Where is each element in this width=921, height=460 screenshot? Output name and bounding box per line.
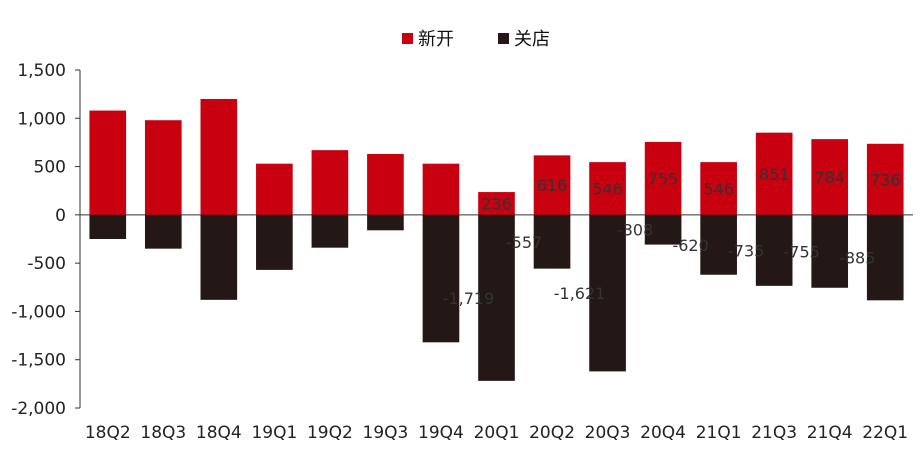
bar-new-open bbox=[700, 162, 737, 215]
x-tick-label: 19Q3 bbox=[363, 423, 409, 443]
y-tick-label: -1,500 bbox=[11, 351, 66, 371]
data-label-new-open: 236 bbox=[481, 194, 512, 213]
x-tick-label: 20Q4 bbox=[640, 423, 686, 443]
bar-closed bbox=[589, 214, 626, 372]
bar-new-open bbox=[89, 110, 127, 215]
legend-swatch-closed bbox=[498, 33, 509, 44]
legend-label-closed: 关店 bbox=[514, 29, 550, 50]
y-tick-label: 1,000 bbox=[17, 109, 66, 129]
chart-legend: 新开 关店 bbox=[402, 29, 550, 50]
bar-new-open bbox=[256, 163, 293, 215]
bar-new-open bbox=[811, 139, 849, 215]
y-tick-label: 0 bbox=[55, 206, 66, 226]
data-label-closed: -1,719 bbox=[443, 289, 495, 308]
bar-new-open bbox=[589, 162, 626, 215]
data-label-closed: -308 bbox=[617, 221, 653, 240]
x-tick-label: 20Q2 bbox=[529, 423, 575, 443]
bar-closed bbox=[89, 214, 127, 239]
data-label-new-open: 736 bbox=[870, 170, 901, 189]
bar-closed bbox=[644, 214, 682, 245]
y-tick-label: 1,500 bbox=[17, 61, 66, 81]
bar-closed bbox=[311, 214, 349, 248]
data-label-new-open: 546 bbox=[592, 179, 623, 198]
data-label-closed: -1,621 bbox=[554, 284, 606, 303]
bar-closed bbox=[533, 214, 571, 269]
bar-closed bbox=[866, 214, 904, 301]
x-tick-label: 18Q3 bbox=[140, 423, 186, 443]
data-label-new-open: 755 bbox=[648, 169, 679, 188]
x-axis: 18Q2 18Q3 18Q4 19Q1 19Q2 19Q3 19Q4 20Q1 20Q2 20Q3… bbox=[80, 214, 913, 443]
data-label-new-open: 851 bbox=[759, 165, 790, 184]
legend-swatch-new-open bbox=[402, 33, 413, 44]
y-tick-label: -1,000 bbox=[11, 302, 66, 322]
data-labels: 236 616 546 755 546 851 784 736 -1,719 -557 -1,621… bbox=[443, 165, 901, 308]
bar-new-open bbox=[644, 141, 682, 215]
bar-new-open bbox=[755, 132, 793, 215]
data-label-closed: -885 bbox=[839, 249, 875, 268]
y-tick-label: -500 bbox=[27, 254, 66, 274]
data-label-new-open: 784 bbox=[814, 168, 845, 187]
bar-closed bbox=[700, 214, 737, 275]
bar-new-open bbox=[200, 98, 238, 215]
x-tick-label: 21Q1 bbox=[696, 423, 742, 443]
bar-new-open bbox=[144, 120, 182, 215]
bar-closed bbox=[200, 214, 238, 300]
x-tick-label: 19Q2 bbox=[307, 423, 353, 443]
x-tick-label: 18Q2 bbox=[85, 423, 131, 443]
bar-closed bbox=[811, 214, 849, 288]
y-tick-label: -2,000 bbox=[11, 399, 66, 419]
bar-closed bbox=[755, 214, 793, 286]
bar-new-open bbox=[367, 154, 404, 215]
data-label-new-open: 616 bbox=[537, 176, 568, 195]
bar-closed bbox=[422, 214, 460, 343]
x-tick-label: 21Q4 bbox=[807, 423, 853, 443]
x-tick-label: 22Q1 bbox=[862, 423, 908, 443]
bar-new-open bbox=[311, 150, 349, 215]
data-label-new-open: 546 bbox=[703, 179, 734, 198]
bar-closed bbox=[256, 214, 293, 270]
bar-new-open bbox=[478, 192, 515, 215]
y-axis: 1,500 1,000 500 0 -500 -1,000 -1,500 -2,000 bbox=[11, 61, 81, 419]
x-tick-label: 19Q1 bbox=[251, 423, 297, 443]
y-tick-label: 500 bbox=[34, 158, 66, 178]
x-tick-label: 20Q3 bbox=[585, 423, 631, 443]
data-label-closed: -735 bbox=[728, 241, 764, 260]
x-tick-label: 19Q4 bbox=[418, 423, 464, 443]
bar-new-open bbox=[422, 163, 460, 215]
legend-label-new-open: 新开 bbox=[418, 29, 454, 50]
data-label-closed: -557 bbox=[506, 233, 542, 252]
bar-closed bbox=[478, 214, 515, 381]
bars bbox=[89, 98, 904, 381]
data-label-closed: -755 bbox=[784, 242, 820, 261]
x-tick-label: 18Q4 bbox=[196, 423, 242, 443]
bar-new-open bbox=[533, 155, 571, 215]
bar-closed bbox=[144, 214, 182, 249]
bar-closed bbox=[367, 214, 404, 231]
x-tick-label: 20Q1 bbox=[474, 423, 520, 443]
bar-new-open bbox=[866, 143, 904, 215]
x-tick-label: 21Q3 bbox=[751, 423, 797, 443]
data-label-closed: -620 bbox=[672, 236, 708, 255]
